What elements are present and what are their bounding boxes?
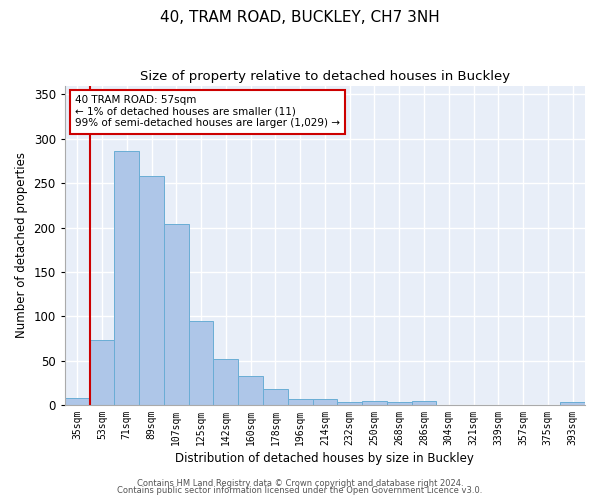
- X-axis label: Distribution of detached houses by size in Buckley: Distribution of detached houses by size …: [175, 452, 475, 465]
- Bar: [238, 376, 263, 405]
- Bar: [288, 398, 313, 405]
- Bar: [560, 402, 585, 405]
- Title: Size of property relative to detached houses in Buckley: Size of property relative to detached ho…: [140, 70, 510, 83]
- Bar: [362, 402, 387, 405]
- Bar: [65, 398, 89, 405]
- Text: 40 TRAM ROAD: 57sqm
← 1% of detached houses are smaller (11)
99% of semi-detache: 40 TRAM ROAD: 57sqm ← 1% of detached hou…: [75, 95, 340, 128]
- Text: 40, TRAM ROAD, BUCKLEY, CH7 3NH: 40, TRAM ROAD, BUCKLEY, CH7 3NH: [160, 10, 440, 25]
- Bar: [263, 389, 288, 405]
- Bar: [89, 340, 115, 405]
- Bar: [412, 402, 436, 405]
- Bar: [139, 176, 164, 405]
- Text: Contains public sector information licensed under the Open Government Licence v3: Contains public sector information licen…: [118, 486, 482, 495]
- Bar: [313, 398, 337, 405]
- Bar: [337, 402, 362, 405]
- Text: Contains HM Land Registry data © Crown copyright and database right 2024.: Contains HM Land Registry data © Crown c…: [137, 478, 463, 488]
- Bar: [214, 359, 238, 405]
- Bar: [188, 320, 214, 405]
- Bar: [115, 151, 139, 405]
- Y-axis label: Number of detached properties: Number of detached properties: [15, 152, 28, 338]
- Bar: [164, 224, 188, 405]
- Bar: [387, 402, 412, 405]
